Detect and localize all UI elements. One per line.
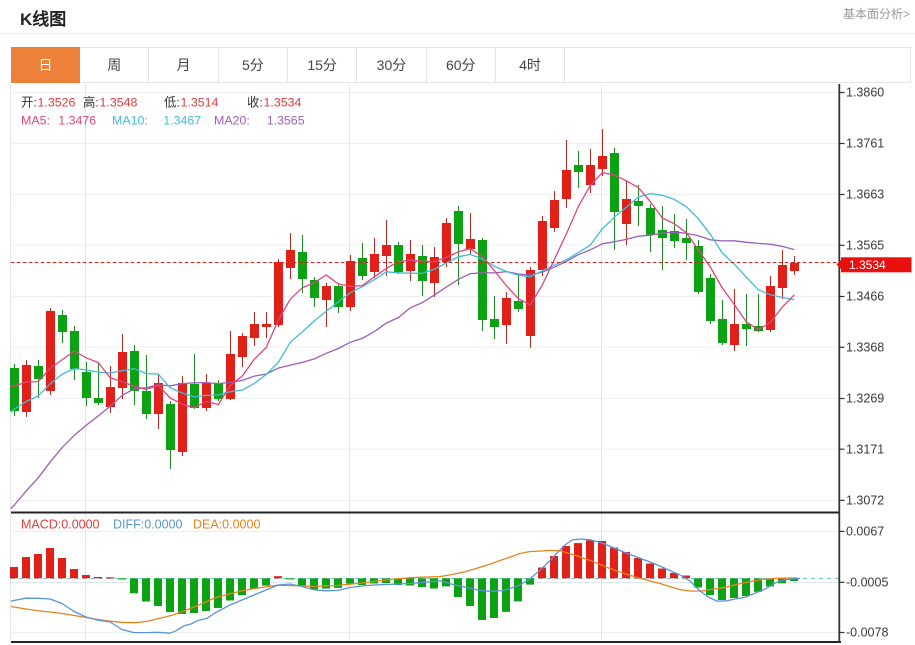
svg-text:1.3548: 1.3548 [100, 95, 138, 109]
svg-text:1.3860: 1.3860 [846, 86, 884, 100]
svg-text:1.3467: 1.3467 [163, 113, 201, 127]
svg-text:MA20:: MA20: [214, 113, 250, 127]
svg-text:1.3514: 1.3514 [181, 95, 219, 109]
svg-text:1.3534: 1.3534 [264, 95, 302, 109]
svg-text:DIFF:0.0000: DIFF:0.0000 [113, 518, 183, 532]
svg-text:MA10:: MA10: [112, 113, 148, 127]
svg-text:低:: 低: [164, 95, 180, 109]
svg-text:-0.0078: -0.0078 [846, 626, 888, 640]
svg-text:1.3368: 1.3368 [846, 341, 884, 355]
svg-text:0.0067: 0.0067 [846, 525, 884, 539]
svg-text:1.3565: 1.3565 [846, 239, 884, 253]
svg-text:-0.0005: -0.0005 [846, 576, 888, 590]
svg-text:收:: 收: [247, 95, 263, 109]
svg-text:DEA:0.0000: DEA:0.0000 [193, 518, 260, 532]
svg-text:1.3171: 1.3171 [846, 442, 884, 456]
svg-text:1.3072: 1.3072 [846, 494, 884, 508]
svg-text:高:: 高: [83, 94, 99, 109]
svg-text:1.3761: 1.3761 [846, 137, 884, 151]
svg-text:1.3269: 1.3269 [846, 392, 884, 406]
svg-text:1.3476: 1.3476 [58, 113, 96, 127]
svg-text:1.3534: 1.3534 [849, 258, 886, 272]
svg-text:1.3565: 1.3565 [267, 113, 305, 127]
svg-text:1.3466: 1.3466 [846, 290, 884, 304]
svg-text:1.3663: 1.3663 [846, 188, 884, 202]
svg-text:1.3526: 1.3526 [38, 95, 76, 109]
svg-text:MACD:0.0000: MACD:0.0000 [21, 518, 100, 532]
svg-text:开:: 开: [21, 95, 37, 109]
svg-text:MA5:: MA5: [21, 113, 50, 127]
